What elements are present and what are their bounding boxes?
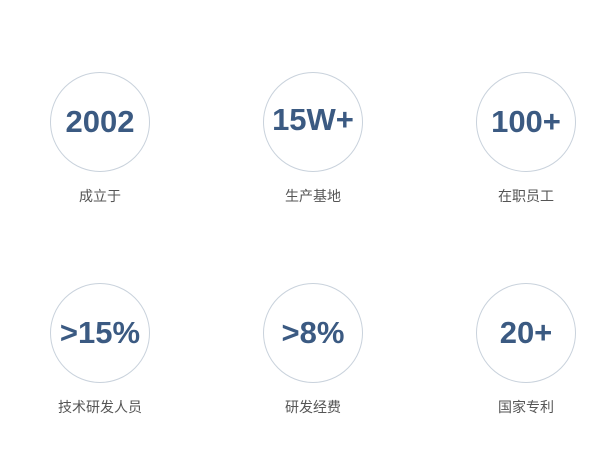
stat-value: 2002 [65,104,135,139]
stat-label: 成立于 [79,189,121,205]
stat-value: >8% [281,315,345,350]
stat-value: 20+ [499,315,553,350]
stat-item: 20+ 国家专利 [456,283,596,417]
stat-circle: >15% [50,283,150,383]
stat-label: 研发经费 [285,400,341,416]
stat-item: 2002 成立于 [30,72,170,206]
stat-circle: 20+ [476,283,576,383]
stat-circle: 15W+ [263,72,363,172]
stat-item: >8% 研发经费 [243,283,383,417]
stat-item: >15% 技术研发人员 [30,283,170,417]
stat-value: 15W+ [272,102,354,137]
stat-circle: >8% [263,283,363,383]
stat-value: >15% [59,315,141,350]
stat-item: 15W+ 生产基地 [243,72,383,206]
stat-label: 技术研发人员 [58,400,142,416]
stat-value: 100+ [491,104,561,139]
stat-label: 国家专利 [498,400,554,416]
stat-item: 100+ 在职员工 [456,72,596,206]
stat-label: 在职员工 [498,189,554,205]
stat-label: 生产基地 [285,189,341,205]
stat-circle: 100+ [476,72,576,172]
stat-circle: 2002 [50,72,150,172]
